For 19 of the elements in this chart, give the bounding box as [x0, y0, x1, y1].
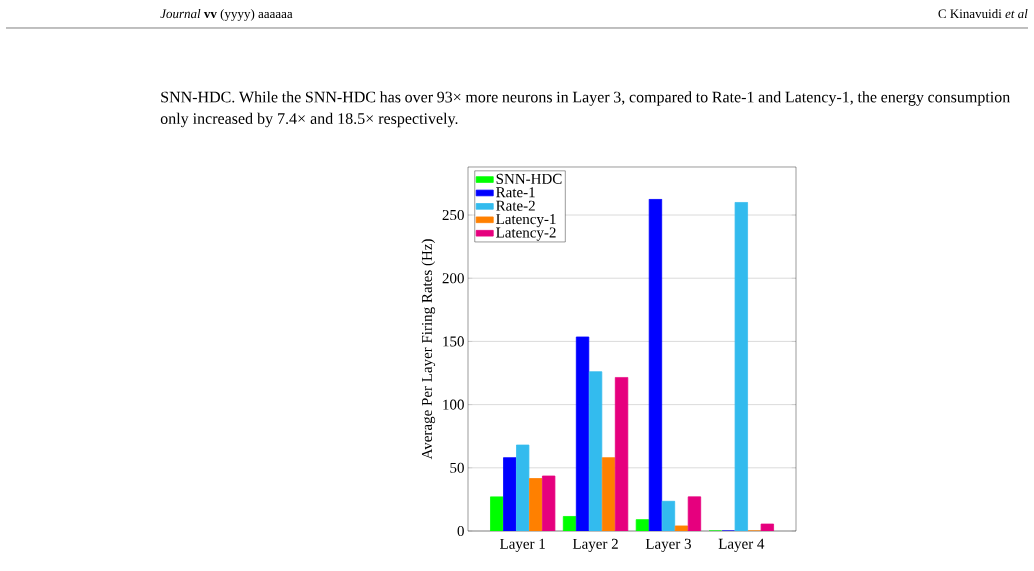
- x-tick-label: Layer 2: [572, 538, 618, 552]
- legend-label: SNN-HDC: [496, 173, 562, 184]
- y-tick-label: 0: [457, 525, 464, 537]
- y-axis-title: Average Per Layer Firing Rates (Hz): [421, 239, 436, 460]
- y-tick-label: 50: [450, 462, 464, 473]
- text: SNN-HDC. While the SNN-HDC has over 93× more neurons in Layer 3, compared to Rate-1 and Latency-1, the energy consumption only increased by 7.4× and 18.5× respectively.: [160, 91, 1011, 128]
- text: Journal vv (yyyy) aaaaaa: [160, 8, 293, 21]
- x-tick-label: Layer 1: [500, 538, 545, 552]
- y-tick-label: 250: [442, 209, 464, 221]
- legend-label: Rate-1: [496, 187, 535, 198]
- y-tick-label: 150: [443, 336, 464, 347]
- legend-label: Latency-1: [496, 214, 556, 228]
- x-tick-label: Layer 3: [645, 538, 691, 552]
- text: C Kinavuidi et al: [938, 8, 1028, 19]
- legend-label: Latency-2: [496, 227, 556, 241]
- y-tick-label: 200: [442, 273, 464, 284]
- x-tick-label: Layer 4: [718, 538, 765, 552]
- legend-label: Rate-2: [496, 200, 535, 211]
- y-tick-label: 100: [443, 399, 464, 410]
